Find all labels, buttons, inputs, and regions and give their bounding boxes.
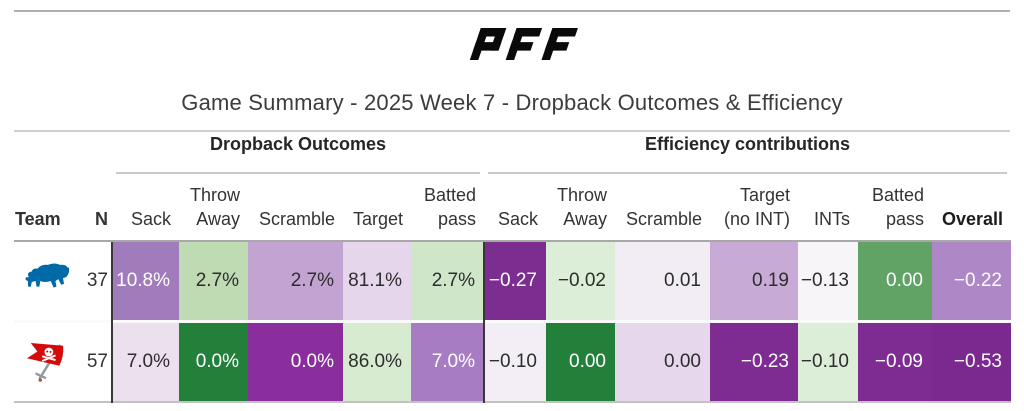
stat-cell-eff-sack: −0.10 — [484, 323, 546, 401]
stat-cell-eff-scramble: 0.01 — [615, 242, 710, 320]
col-header-eff-throw-away: Throw Away — [556, 185, 607, 229]
summary-table: Dropback Outcomes Efficiency contributio… — [14, 132, 1011, 403]
col-header-outcome-sack: Sack — [130, 208, 171, 229]
pff-logo — [0, 22, 1024, 71]
table-bottom-divider-line — [14, 401, 1011, 403]
group-header-spacer — [14, 132, 112, 174]
stat-cell-overall: −0.53 — [932, 323, 1011, 401]
col-header-eff-target-no-int: Target (no INT) — [723, 185, 790, 229]
row-separator — [14, 320, 1011, 323]
stat-cell-outcome-sack: 10.8% — [112, 242, 179, 320]
stat-cell-eff-scramble: 0.00 — [615, 323, 710, 401]
col-header-outcome-target: Target — [352, 208, 403, 229]
vertical-divider-efficiency — [483, 242, 485, 403]
stat-cell-outcome-batted-pass: 2.7% — [411, 242, 484, 320]
stat-cell-eff-ints: −0.13 — [798, 242, 858, 320]
stat-cell-overall: −0.22 — [932, 242, 1011, 320]
stat-cell-outcome-throw-away: 2.7% — [179, 242, 248, 320]
buccaneers-logo-icon — [26, 342, 64, 382]
stat-cell-eff-throw-away: −0.02 — [546, 242, 615, 320]
stat-cell-eff-target-no-int: 0.19 — [710, 242, 798, 320]
col-header-eff-sack: Sack — [497, 208, 538, 229]
lions-logo-icon — [25, 263, 69, 288]
col-header-outcome-throw-away: Throw Away — [189, 185, 240, 229]
table-top-divider-line — [14, 130, 1010, 132]
stat-cell-eff-batted-pass: 0.00 — [858, 242, 932, 320]
vertical-divider-outcomes — [111, 242, 113, 403]
group-header-dropback-outcomes: Dropback Outcomes — [116, 132, 480, 174]
stat-cell-eff-throw-away: 0.00 — [546, 323, 615, 401]
col-header-team: Team — [15, 208, 61, 229]
stat-cell-outcome-target: 81.1% — [343, 242, 411, 320]
col-header-outcome-batted-pass: Batted pass — [423, 185, 476, 229]
stat-cell-outcome-scramble: 2.7% — [248, 242, 343, 320]
group-header-efficiency-contributions: Efficiency contributions — [488, 132, 1007, 174]
header-rule — [14, 240, 1011, 242]
n-value: 57 — [86, 351, 108, 372]
stat-cell-outcome-scramble: 0.0% — [248, 323, 343, 401]
col-header-eff-scramble: Scramble — [625, 208, 702, 229]
col-header-overall: Overall — [941, 208, 1003, 229]
stat-cell-outcome-sack: 7.0% — [112, 323, 179, 401]
col-header-eff-ints: INTs — [814, 208, 850, 229]
pff-logo-icon — [469, 27, 578, 61]
col-header-eff-batted-pass: Batted pass — [871, 185, 924, 229]
stat-cell-eff-sack: −0.27 — [484, 242, 546, 320]
stat-cell-outcome-batted-pass: 7.0% — [411, 323, 484, 401]
top-divider-line — [14, 10, 1010, 12]
stat-cell-eff-target-no-int: −0.23 — [710, 323, 798, 401]
n-value: 37 — [86, 270, 108, 291]
team-cell — [14, 242, 78, 320]
team-cell — [14, 323, 78, 401]
stat-cell-outcome-throw-away: 0.0% — [179, 323, 248, 401]
stat-cell-outcome-target: 86.0% — [343, 323, 411, 401]
report-title: Game Summary - 2025 Week 7 - Dropback Ou… — [181, 90, 843, 115]
stat-cell-eff-batted-pass: −0.09 — [858, 323, 932, 401]
stat-cell-eff-ints: −0.10 — [798, 323, 858, 401]
col-header-outcome-scramble: Scramble — [258, 208, 335, 229]
col-header-n: N — [95, 208, 108, 229]
